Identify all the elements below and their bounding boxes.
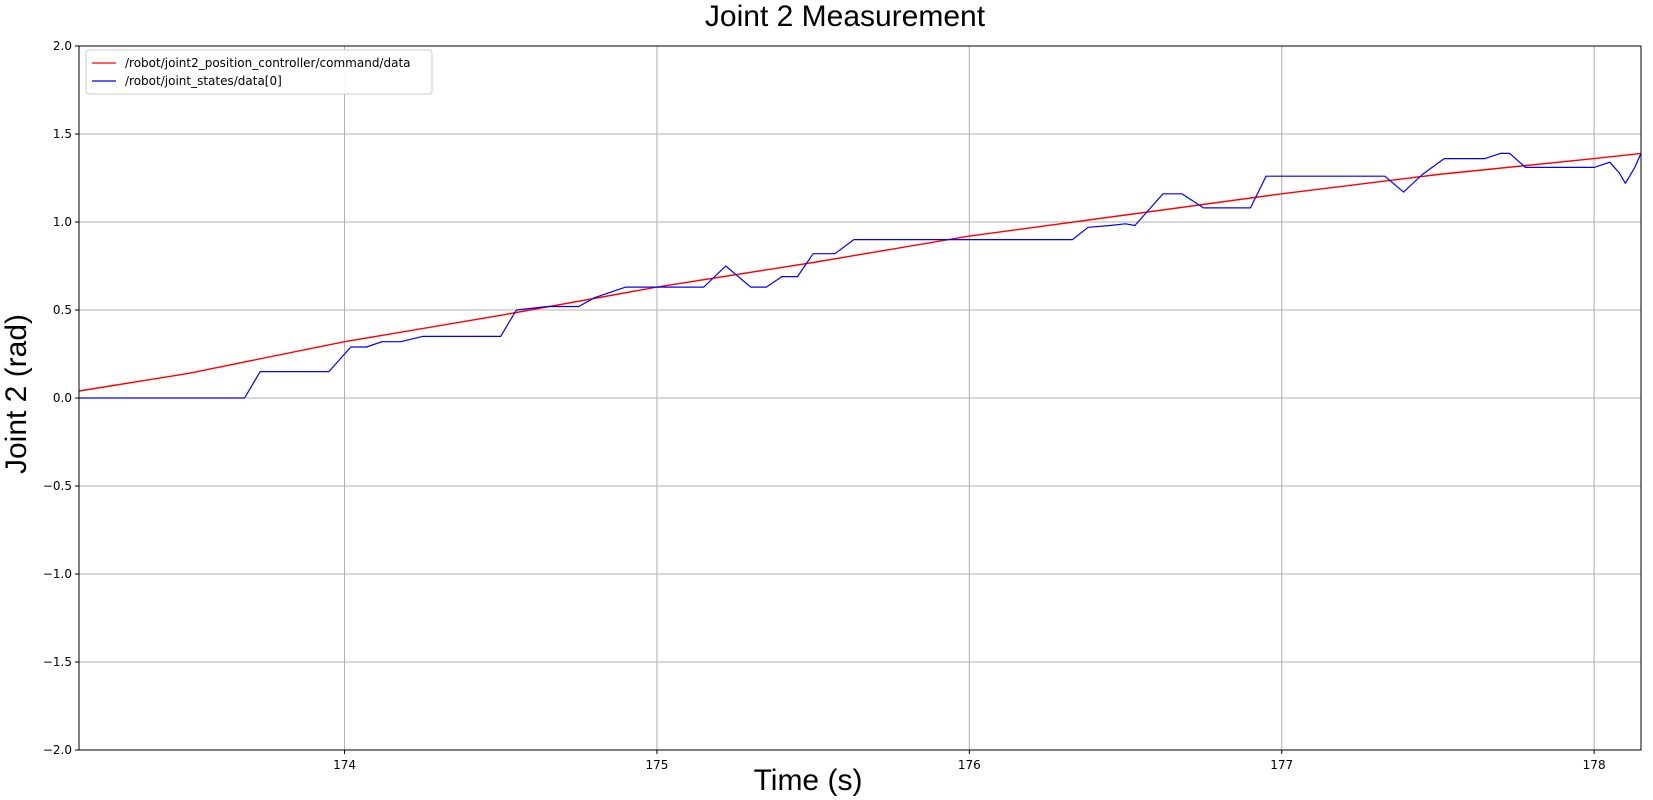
y-tick-label: 1.0 [53,215,72,229]
y-tick-label: −0.5 [43,479,72,493]
y-tick-label: 2.0 [53,39,72,53]
axis-ticks: 174 175 176 177 178 −2.0 −1.5 −1.0 −0.5 0.0 0.5 1.0… [43,39,1606,772]
series-layer [78,152,1642,399]
y-tick-label: 1.5 [53,127,72,141]
legend: /robot/joint2_position_controller/comman… [85,49,433,95]
legend-box [85,49,433,95]
y-tick-label: −1.5 [43,655,72,669]
legend-label-joint-states: /robot/joint_states/data[0] [125,74,282,88]
x-tick-label: 178 [1583,758,1606,772]
x-tick-label: 174 [333,758,356,772]
x-tick-label: 175 [645,758,668,772]
y-tick-label: −1.0 [43,567,72,581]
y-tick-label: 0.0 [53,391,72,405]
x-axis-label: Time (s) [754,764,863,797]
y-tick-label: −2.0 [43,743,72,757]
series-line-joint-states [79,152,1642,399]
series-line-command [78,152,1642,392]
legend-label-command: /robot/joint2_position_controller/comman… [125,56,411,70]
x-tick-label: 176 [958,758,981,772]
y-tick-label: 0.5 [53,303,72,317]
x-tick-label: 177 [1270,758,1293,772]
y-axis-label: Joint 2 (rad) [0,314,33,474]
chart-title: Joint 2 Measurement [705,0,986,33]
